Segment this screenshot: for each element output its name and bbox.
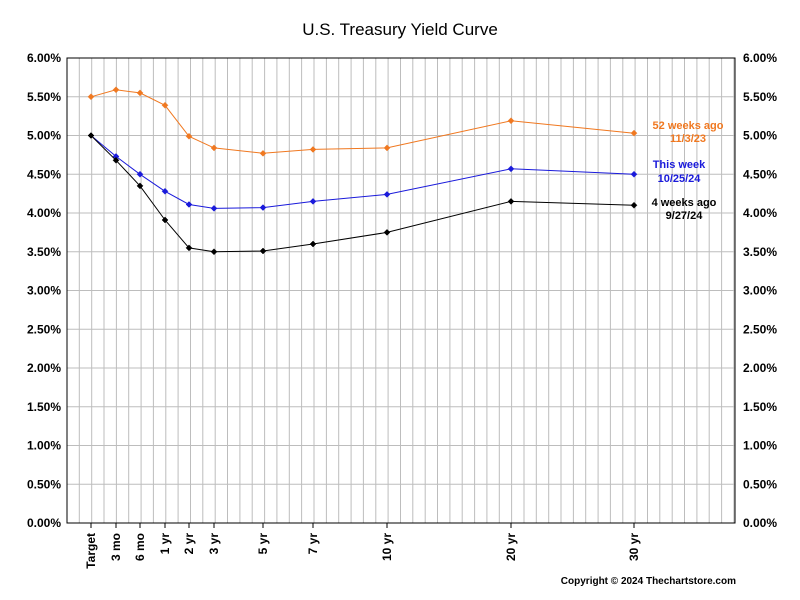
series-point [309,146,317,153]
x-tick-label: 6 mo [133,533,147,561]
series-point [630,170,638,178]
y-tick-label-right: 5.50% [743,90,777,104]
y-tick-label-right: 2.50% [743,322,777,336]
x-tick-label: 10 yr [380,533,394,561]
y-tick-label-right: 1.00% [743,439,777,453]
series-point [630,129,638,137]
series-line [90,89,635,154]
series-point [161,101,169,109]
y-tick-label-left: 6.00% [27,51,61,65]
series-point [210,144,218,152]
series-label-line1: 52 weeks ago [653,120,724,132]
y-tick-label-left: 2.00% [27,361,61,375]
series-point [87,132,95,139]
series-point [259,149,267,157]
x-tick-label: 30 yr [627,533,641,561]
series-point [507,198,515,205]
x-tick-label: 20 yr [504,533,518,561]
y-tick-label-left: 2.50% [27,322,61,336]
series-label-line1: 4 weeks ago [652,197,717,209]
series-line [90,135,635,253]
series-point [136,170,144,178]
series-point [136,89,144,97]
series-point [136,182,144,190]
y-tick-label-right: 3.50% [743,245,777,259]
y-tick-label-right: 4.00% [743,206,777,220]
series-point [309,198,317,205]
y-tick-label-left: 5.00% [27,129,61,143]
y-tick-label-right: 5.00% [743,129,777,143]
y-tick-label-right: 4.50% [743,167,777,181]
series-point [87,93,95,101]
y-tick-label-right: 0.00% [743,516,777,530]
series-point [309,240,317,248]
x-tick-label: 2 yr [182,533,196,555]
series-point [185,244,193,252]
series-point [259,204,267,211]
x-tick-label: 3 yr [207,533,221,555]
plot-border [66,57,736,524]
series-point [259,247,267,255]
series-line [90,135,635,209]
x-tick-label: 3 mo [109,533,123,561]
series-label-line2: 10/25/24 [658,173,702,185]
y-tick-label-left: 0.00% [27,516,61,530]
y-tick-label-right: 1.50% [743,400,777,414]
x-tick-label: 5 yr [256,533,270,555]
y-tick-label-left: 4.00% [27,206,61,220]
y-tick-label-right: 3.00% [743,284,777,298]
series-label-line2: 11/3/23 [670,133,706,145]
y-tick-label-right: 0.50% [743,477,777,491]
series-label-line2: 9/27/24 [666,210,704,222]
y-tick-label-left: 3.00% [27,284,61,298]
series-point [507,165,515,173]
copyright-note: Copyright © 2024 Thechartstore.com [560,576,736,587]
chart-title: U.S. Treasury Yield Curve [302,20,498,39]
series-point [383,144,391,152]
series-point [210,248,218,256]
series-point [383,229,391,236]
y-tick-label-right: 2.00% [743,361,777,375]
y-tick-label-right: 6.00% [743,51,777,65]
y-tick-label-left: 1.00% [27,439,61,453]
series-point [161,187,169,195]
series-point [112,86,120,94]
x-tick-label: 7 yr [306,533,320,555]
series-label-line1: This week [653,159,706,171]
series-point [630,201,638,209]
series-point [210,204,218,212]
series-point [185,201,193,208]
y-tick-label-left: 4.50% [27,167,61,181]
y-tick-label-left: 0.50% [27,477,61,491]
x-tick-label: Target [84,533,98,569]
series-point [112,156,120,164]
y-tick-label-left: 3.50% [27,245,61,259]
series-point [161,216,169,224]
x-tick-label: 1 yr [158,533,172,555]
series-point [383,191,391,198]
y-tick-label-left: 1.50% [27,400,61,414]
y-tick-label-left: 5.50% [27,90,61,104]
series-point [185,132,193,140]
series-point [507,117,515,125]
